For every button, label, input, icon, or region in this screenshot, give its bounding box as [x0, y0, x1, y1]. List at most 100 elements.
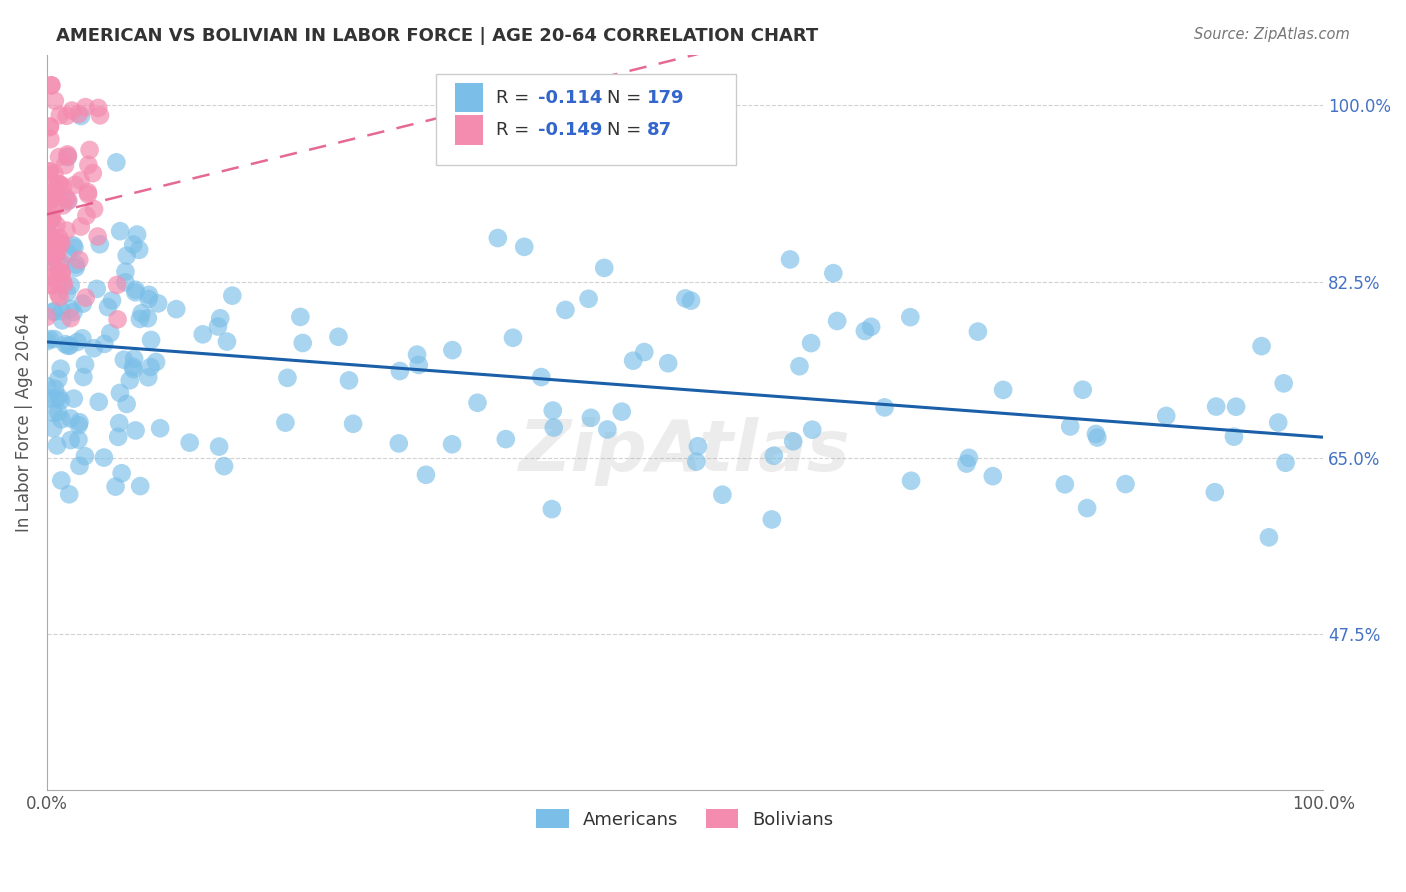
Point [105, 155, 128, 169]
Point [44, 189, 66, 203]
Point [69, 173, 91, 187]
Point [51, 313, 73, 327]
Point [209, 311, 232, 326]
Point [408, 358, 430, 372]
Point [45, 219, 67, 233]
Point [42, 406, 65, 420]
Point [107, 430, 129, 444]
Text: R =: R = [496, 121, 536, 139]
Point [41, 278, 63, 293]
Point [37, 250, 59, 264]
Point [38, 269, 60, 284]
Point [111, 467, 134, 481]
Point [83, 202, 105, 216]
Point [59, 301, 82, 316]
Point [53, 158, 76, 172]
Point [59, 433, 82, 447]
Point [1267, 416, 1289, 430]
Point [65, 260, 87, 275]
Point [37, 379, 59, 393]
Point [75, 209, 97, 223]
Point [212, 459, 235, 474]
Point [87, 395, 110, 409]
Point [105, 277, 128, 292]
Text: N =: N = [607, 89, 647, 107]
Point [276, 371, 298, 385]
Point [101, 293, 124, 308]
Point [89, 108, 111, 122]
Point [1071, 383, 1094, 397]
Point [207, 319, 229, 334]
Point [112, 352, 135, 367]
Point [52, 198, 75, 212]
Point [673, 292, 696, 306]
Point [208, 440, 231, 454]
Point [49, 255, 72, 269]
Point [342, 417, 364, 431]
Point [38, 120, 60, 135]
Point [540, 502, 562, 516]
Point [49, 393, 72, 408]
Point [124, 283, 146, 297]
Point [37, 178, 59, 193]
Point [63, 178, 86, 192]
Point [108, 385, 131, 400]
Point [107, 312, 129, 326]
Point [37, 222, 59, 236]
Point [35, 247, 58, 261]
Point [129, 479, 152, 493]
Point [145, 355, 167, 369]
Point [108, 416, 131, 430]
Point [1223, 430, 1246, 444]
Point [72, 331, 94, 345]
Point [45, 392, 67, 406]
Point [75, 291, 97, 305]
Text: -0.149: -0.149 [538, 121, 603, 139]
Point [1085, 431, 1108, 445]
Point [530, 370, 553, 384]
Point [39, 78, 62, 93]
Point [541, 403, 564, 417]
Point [415, 467, 437, 482]
Point [55, 223, 77, 237]
Point [41, 232, 63, 246]
Point [51, 266, 73, 280]
Point [37, 211, 59, 226]
Point [58, 194, 80, 208]
Point [53, 337, 76, 351]
Point [825, 314, 848, 328]
Point [70, 109, 93, 123]
Point [93, 450, 115, 465]
Point [136, 370, 159, 384]
Point [1076, 501, 1098, 516]
FancyBboxPatch shape [456, 115, 484, 145]
Point [165, 302, 187, 317]
Point [46, 286, 69, 301]
Point [75, 100, 97, 114]
Point [136, 311, 159, 326]
Point [38, 228, 60, 243]
Point [761, 512, 783, 526]
Point [779, 252, 801, 267]
Point [114, 276, 136, 290]
Point [124, 424, 146, 438]
Point [48, 231, 70, 245]
Point [48, 257, 70, 271]
Point [139, 359, 162, 374]
Point [37, 194, 59, 208]
Point [51, 266, 73, 280]
Point [981, 469, 1004, 483]
Point [115, 397, 138, 411]
Point [67, 107, 90, 121]
Point [1258, 530, 1281, 544]
Point [55, 191, 77, 205]
Point [48, 150, 70, 164]
Point [89, 237, 111, 252]
Point [441, 343, 464, 357]
Point [59, 338, 82, 352]
Point [49, 290, 72, 304]
Point [337, 373, 360, 387]
Y-axis label: In Labor Force | Age 20-64: In Labor Force | Age 20-64 [15, 313, 32, 533]
Point [98, 326, 121, 340]
Point [291, 336, 314, 351]
